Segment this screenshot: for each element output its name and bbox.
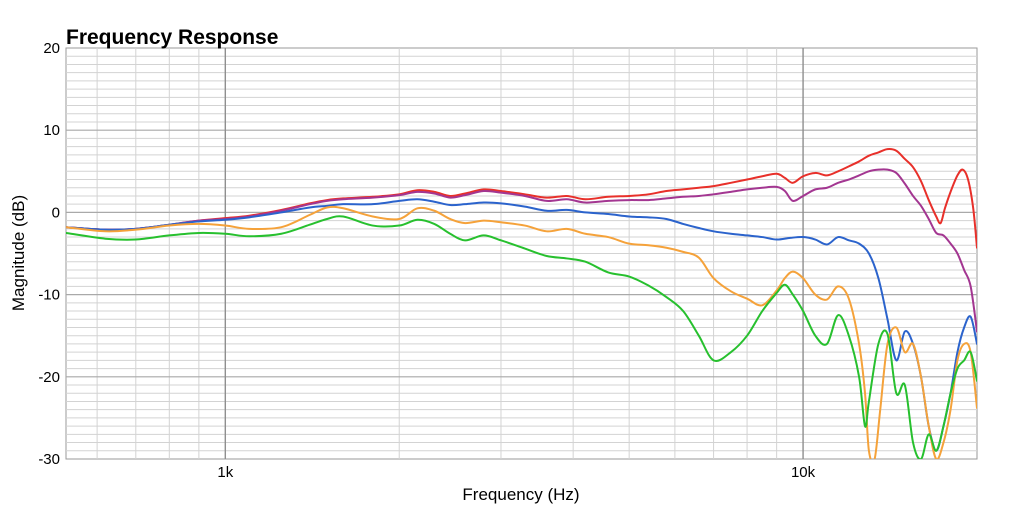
series-line-2 [66,168,977,333]
minor-gridlines [66,48,977,459]
y-tick-label: -20 [38,369,60,386]
x-tick-labels: 1k 10k [217,464,815,481]
x-tick-label: 10k [791,464,816,481]
y-tick-label: 0 [52,204,60,221]
major-gridlines [66,48,977,459]
series-line-3 [66,198,977,452]
y-tick-labels: 20 10 0 -10 -20 -30 [38,40,60,468]
y-tick-label: -30 [38,451,60,468]
x-axis-title: Frequency (Hz) [462,485,579,504]
series-line-5 [66,215,977,459]
series-lines [66,148,977,459]
chart-title: Frequency Response [66,26,278,49]
y-tick-label: 20 [43,40,60,57]
series-line-4 [66,205,977,459]
y-tick-label: 10 [43,122,60,139]
y-tick-label: -10 [38,287,60,304]
y-axis-title: Magnitude (dB) [9,195,28,311]
x-tick-label: 1k [217,464,233,481]
